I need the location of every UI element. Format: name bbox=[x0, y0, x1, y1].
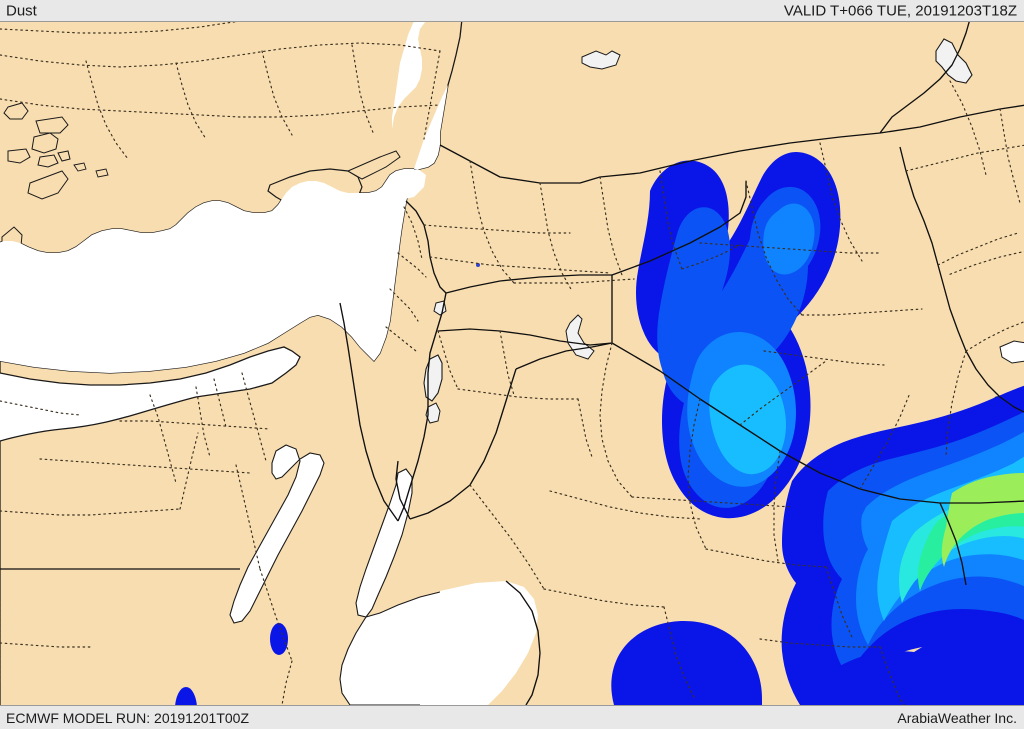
border-iraq-saudi bbox=[611, 342, 1024, 504]
island-samos bbox=[37, 154, 59, 168]
dust-blob-egypt-south bbox=[175, 687, 197, 705]
sea-levant-bay bbox=[392, 21, 426, 129]
dust-lobe-eastern-saudi-2 bbox=[886, 632, 1024, 705]
border-israel-jordan bbox=[397, 292, 447, 522]
dust-contour-mosul-band3 bbox=[763, 203, 815, 275]
island-small-2 bbox=[95, 168, 109, 178]
island-aegean-2 bbox=[3, 102, 29, 120]
map-canvas[interactable] bbox=[0, 21, 1024, 705]
dust-lobe-central-saudi bbox=[611, 621, 762, 705]
national-borders bbox=[0, 21, 1024, 705]
island-kos bbox=[7, 148, 31, 164]
dust-field bbox=[175, 151, 1024, 705]
page-title: Dust bbox=[6, 2, 37, 19]
footer-bar: ECMWF MODEL RUN: 20191201T00Z ArabiaWeat… bbox=[0, 705, 1024, 729]
subdivision-borders bbox=[0, 21, 1024, 705]
header-bar: Dust VALID T+066 TUE, 20191203T18Z bbox=[0, 0, 1024, 22]
border-jordan-north bbox=[437, 328, 613, 346]
island-cyprus-tail bbox=[346, 150, 401, 180]
sea-gulf-of-suez bbox=[229, 444, 325, 624]
border-saudi-gulf bbox=[939, 502, 967, 586]
dust-gulf-connector bbox=[926, 610, 1024, 655]
border-jordan-south bbox=[395, 460, 411, 520]
sea-red-sea-lower bbox=[420, 581, 538, 705]
sea-iskenderun-bay bbox=[398, 169, 426, 199]
map-graphic bbox=[0, 21, 1024, 705]
sea-mediterranean bbox=[0, 85, 448, 373]
dust-blob-egypt-north bbox=[270, 623, 288, 655]
border-turkey-syria bbox=[439, 104, 1024, 184]
border-iraq-iran bbox=[899, 146, 1024, 413]
model-run-label: ECMWF MODEL RUN: 20191201T00Z bbox=[6, 709, 249, 726]
border-jordan-east bbox=[611, 181, 747, 276]
sea-gulf-of-aqaba bbox=[355, 468, 413, 618]
dust-speck-levant bbox=[476, 263, 480, 267]
island-small-1 bbox=[73, 162, 87, 172]
border-jordan-saudi bbox=[515, 342, 613, 370]
sea-gulf-notch bbox=[999, 340, 1024, 364]
sea-dead-sea-south bbox=[425, 402, 441, 424]
border-lebanon-syria bbox=[405, 200, 447, 294]
lake-van bbox=[581, 50, 621, 70]
valid-time-label: VALID T+066 TUE, 20191203T18Z bbox=[783, 2, 1017, 19]
island-rhodes bbox=[35, 116, 69, 134]
dust-contour-se-band7 bbox=[941, 473, 1024, 567]
provider-label: ArabiaWeather Inc. bbox=[897, 709, 1017, 726]
border-syria-jordan bbox=[445, 274, 612, 294]
island-chios bbox=[57, 150, 71, 162]
coast-saudi-west bbox=[505, 580, 541, 705]
sea-galilee bbox=[433, 300, 447, 316]
border-jordan-sw bbox=[409, 368, 517, 520]
border-israel-egypt bbox=[339, 302, 399, 522]
border-turkey-iran bbox=[879, 21, 971, 134]
dust-contour-north-band4 bbox=[709, 364, 786, 475]
island-crete-east bbox=[27, 170, 69, 200]
